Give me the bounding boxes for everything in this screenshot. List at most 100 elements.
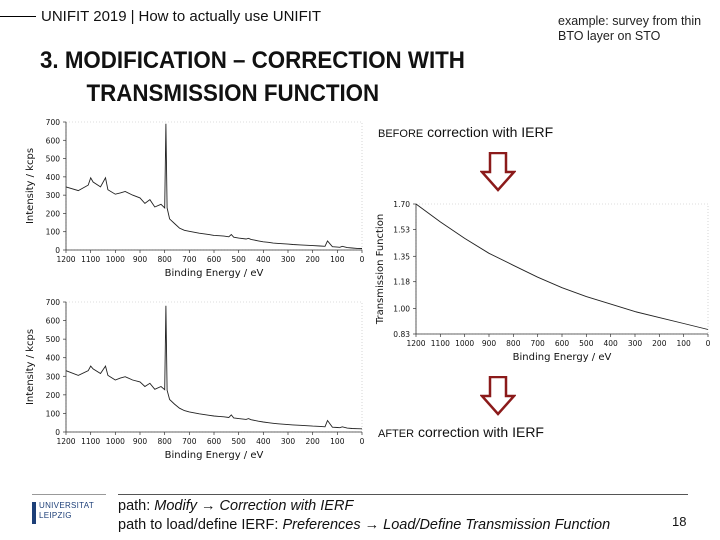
y-tick-label: 1.00: [393, 305, 410, 314]
x-axis-label: Binding Energy / eV: [165, 268, 264, 279]
x-tick-label: 1200: [56, 437, 75, 446]
x-tick-label: 700: [182, 255, 197, 264]
x-tick-label: 500: [232, 437, 247, 446]
path-value: Modify → Correction with IERF: [154, 498, 354, 514]
x-tick-label: 600: [207, 255, 222, 264]
x-tick-label: 0: [706, 339, 711, 348]
page-number: 18: [672, 514, 687, 529]
header-rule: [0, 16, 36, 17]
y-tick-label: 0.83: [393, 330, 410, 339]
y-tick-label: 100: [46, 228, 61, 237]
y-tick-label: 600: [46, 317, 61, 326]
x-tick-label: 900: [133, 255, 148, 264]
x-tick-label: 700: [531, 339, 546, 348]
x-tick-label: 200: [306, 255, 321, 264]
footer-paths: path: Modify → Correction with IERF path…: [118, 497, 610, 535]
y-tick-label: 300: [46, 191, 61, 200]
y-tick-label: 0: [55, 428, 60, 437]
x-tick-label: 900: [133, 437, 148, 446]
y-tick-label: 200: [46, 391, 61, 400]
x-tick-label: 1100: [81, 255, 100, 264]
x-tick-label: 1100: [81, 437, 100, 446]
y-tick-label: 600: [46, 136, 61, 145]
header-separator: |: [130, 8, 135, 25]
y-axis-label: Intensity / kcps: [25, 329, 36, 405]
header-title: UNIFIT 2019 | How to actually use UNIFIT: [41, 8, 321, 25]
series-line: [65, 123, 363, 249]
x-tick-label: 600: [207, 437, 222, 446]
x-tick-label: 600: [555, 339, 570, 348]
logo-line-2: LEIPZIG: [39, 511, 72, 520]
after-prefix: AFTER: [378, 428, 415, 440]
down-arrow-icon: [480, 376, 516, 416]
heading-line-1: 3. MODIFICATION – CORRECTION WITH: [40, 47, 465, 74]
x-tick-label: 300: [281, 437, 296, 446]
series-line: [415, 203, 709, 330]
footer-path-line: path: Modify → Correction with IERF: [118, 497, 610, 516]
x-tick-label: 200: [306, 437, 321, 446]
logo-line-1: UNIVERSITAT: [39, 501, 95, 510]
x-tick-label: 500: [232, 255, 247, 264]
y-tick-label: 1.35: [393, 252, 410, 261]
x-tick-label: 1000: [455, 339, 474, 348]
x-tick-label: 1100: [431, 339, 450, 348]
x-tick-label: 400: [604, 339, 619, 348]
y-tick-label: 300: [46, 372, 61, 381]
path-label: path:: [118, 498, 155, 514]
after-annotation: AFTER correction with IERF: [378, 424, 544, 440]
y-tick-label: 400: [46, 354, 61, 363]
before-prefix: BEFORE: [378, 128, 424, 140]
x-tick-label: 400: [256, 437, 271, 446]
load-label: path to load/define IERF:: [118, 517, 283, 533]
chart-before-correction: 0 100 200 300 400 500 600 700 1200 1100 1000 900 800…: [25, 118, 365, 279]
slide-heading: 3. MODIFICATION – CORRECTION WITH TRANSM…: [40, 44, 533, 110]
x-tick-label: 800: [506, 339, 521, 348]
heading-line-2: TRANSMISSION FUNCTION: [86, 80, 380, 107]
y-tick-label: 1.18: [393, 278, 410, 287]
before-annotation: BEFORE correction with IERF: [378, 124, 553, 140]
load-value: Preferences → Load/Define Transmission F…: [282, 517, 611, 533]
x-tick-label: 900: [482, 339, 497, 348]
x-tick-label: 300: [628, 339, 643, 348]
x-tick-label: 0: [360, 437, 365, 446]
y-tick-label: 500: [46, 335, 61, 344]
x-tick-label: 100: [330, 437, 345, 446]
course-name: UNIFIT 2019: [41, 8, 127, 25]
y-tick-label: 1.70: [393, 200, 410, 209]
y-tick-label: 100: [46, 409, 61, 418]
y-tick-label: 500: [46, 155, 61, 164]
header-subtitle: How to actually use UNIFIT: [138, 8, 322, 25]
x-tick-label: 200: [652, 339, 667, 348]
footer-rule: [118, 494, 688, 495]
x-axis-label: Binding Energy / eV: [513, 352, 612, 363]
x-tick-label: 0: [360, 255, 365, 264]
x-tick-label: 400: [256, 255, 271, 264]
after-text: correction with IERF: [414, 424, 544, 440]
example-note: example: survey from thin BTO layer on S…: [558, 14, 702, 43]
x-tick-label: 1000: [106, 255, 125, 264]
y-axis-label: Transmission Function: [375, 214, 386, 325]
university-logo: UNIVERSITAT LEIPZIG: [32, 494, 106, 534]
y-tick-label: 400: [46, 173, 61, 182]
plot-frame: [65, 301, 363, 433]
x-axis-label: Binding Energy / eV: [165, 450, 264, 461]
footer-load-line: path to load/define IERF: Preferences → …: [118, 516, 610, 535]
y-tick-label: 700: [46, 118, 61, 127]
y-axis-label: Intensity / kcps: [25, 148, 36, 224]
x-tick-label: 1200: [56, 255, 75, 264]
y-tick-label: 200: [46, 209, 61, 218]
before-text: correction with IERF: [423, 124, 554, 140]
down-arrow-icon: [480, 152, 516, 192]
x-tick-label: 700: [182, 437, 197, 446]
plot-frame: [415, 203, 709, 335]
x-tick-label: 800: [158, 255, 173, 264]
x-tick-label: 800: [158, 437, 173, 446]
y-tick-label: 1.53: [393, 225, 410, 234]
x-tick-label: 100: [330, 255, 345, 264]
x-tick-label: 1200: [406, 339, 425, 348]
x-tick-label: 300: [281, 255, 296, 264]
plot-frame: [65, 121, 363, 251]
series-line: [65, 305, 363, 430]
